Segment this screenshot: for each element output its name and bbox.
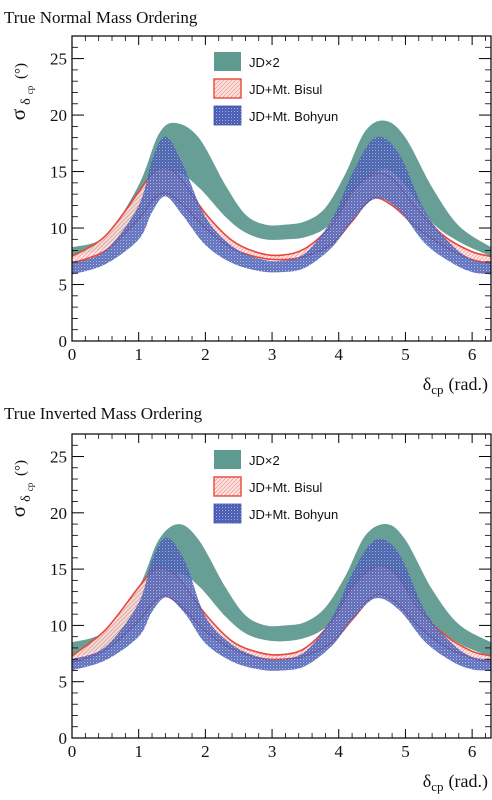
legend-label: JD+Mt. Bohyun xyxy=(249,507,338,522)
y-label-delta: δ xyxy=(19,495,34,502)
legend-label: JD×2 xyxy=(249,55,280,70)
x-axis-label: δcp (rad.) xyxy=(423,374,488,397)
y-label-unit: (°) xyxy=(13,460,29,476)
x-tick-label: 1 xyxy=(134,345,143,364)
x-tick-label: 5 xyxy=(401,345,410,364)
y-label-delta: δ xyxy=(19,98,34,105)
legend: JD×2 JD+Mt. Bisul JD+Mt. Bohyun xyxy=(213,52,338,126)
legend-swatch xyxy=(213,476,242,497)
svg-text:(°): (°) xyxy=(13,460,29,476)
x-tick-label: 3 xyxy=(268,742,277,761)
chart-title: True Inverted Mass Ordering xyxy=(4,404,203,423)
y-tick-label: 25 xyxy=(50,50,67,69)
x-tick-label: 4 xyxy=(335,742,344,761)
y-tick-label: 20 xyxy=(50,504,67,523)
y-tick-label: 5 xyxy=(59,276,68,295)
x-tick-label: 6 xyxy=(468,742,477,761)
y-tick-label: 0 xyxy=(59,729,68,748)
plot-frame xyxy=(71,35,492,342)
plot-frame xyxy=(71,433,492,739)
band-jd-mt-bohyun xyxy=(72,537,491,671)
legend: JD×2 JD+Mt. Bisul JD+Mt. Bohyun xyxy=(213,450,338,524)
x-tick-label: 4 xyxy=(335,345,344,364)
y-label-cp: cp xyxy=(25,482,35,491)
x-tick-label: 0 xyxy=(68,345,77,364)
y-label-cp: cp xyxy=(25,85,35,94)
y-tick-label: 5 xyxy=(59,673,68,692)
legend-label: JD+Mt. Bohyun xyxy=(249,109,338,124)
legend-swatch xyxy=(214,450,241,469)
legend-label: JD×2 xyxy=(249,453,280,468)
x-tick-label: 1 xyxy=(134,742,143,761)
svg-text:σ δ cp: σ δ cp xyxy=(6,482,35,517)
y-label-sigma: σ xyxy=(6,506,30,517)
band-jd-mt-bohyun xyxy=(72,136,491,275)
legend-swatch xyxy=(213,503,242,524)
y-tick-label: 20 xyxy=(50,106,67,125)
panel-normal-ordering: True Normal Mass Ordering (°) σ δ cp 0 1 2… xyxy=(4,8,492,397)
panel-inverted-ordering: True Inverted Mass Ordering (°) σ δ cp 0… xyxy=(4,404,492,794)
legend-swatch xyxy=(214,52,241,71)
plot-area xyxy=(72,523,491,671)
y-axis-label: (°) xyxy=(13,63,29,79)
y-tick-label: 15 xyxy=(50,163,67,182)
x-label-delta: δ xyxy=(423,771,431,791)
y-tick-label: 15 xyxy=(50,560,67,579)
x-tick-label: 0 xyxy=(68,742,77,761)
x-label-unit: (rad.) xyxy=(449,771,488,792)
legend-swatch xyxy=(213,78,242,99)
legend-swatch xyxy=(213,105,242,126)
x-label-cp: cp xyxy=(431,779,443,794)
y-tick-label: 10 xyxy=(50,616,67,635)
y-axis-label: (°) xyxy=(13,460,29,476)
plot-area xyxy=(72,120,491,275)
x-label-delta: δ xyxy=(423,374,431,394)
chart-title: True Normal Mass Ordering xyxy=(4,8,198,27)
legend-label: JD+Mt. Bisul xyxy=(249,480,322,495)
svg-text:(°): (°) xyxy=(13,63,29,79)
x-tick-label: 5 xyxy=(401,742,410,761)
x-label-cp: cp xyxy=(431,382,443,397)
x-axis-label: δcp (rad.) xyxy=(423,771,488,794)
svg-text:σ δ cp: σ δ cp xyxy=(6,85,35,120)
x-tick-label: 3 xyxy=(268,345,277,364)
x-tick-label: 2 xyxy=(201,345,210,364)
axis-ticks: 0 1 2 3 4 5 6 0 5 10 15 20 25 xyxy=(50,35,491,364)
y-label-unit: (°) xyxy=(13,63,29,79)
y-axis-symbol: σ δ cp xyxy=(6,85,35,120)
y-axis-symbol: σ δ cp xyxy=(6,482,35,517)
x-tick-label: 6 xyxy=(468,345,477,364)
y-tick-label: 25 xyxy=(50,448,67,467)
axis-ticks: 0 1 2 3 4 5 6 0 5 10 15 20 25 xyxy=(50,433,491,761)
x-label-unit: (rad.) xyxy=(449,374,488,395)
y-tick-label: 0 xyxy=(59,332,68,351)
y-label-sigma: σ xyxy=(6,109,30,120)
legend-label: JD+Mt. Bisul xyxy=(249,82,322,97)
y-tick-label: 10 xyxy=(50,219,67,238)
x-tick-label: 2 xyxy=(201,742,210,761)
